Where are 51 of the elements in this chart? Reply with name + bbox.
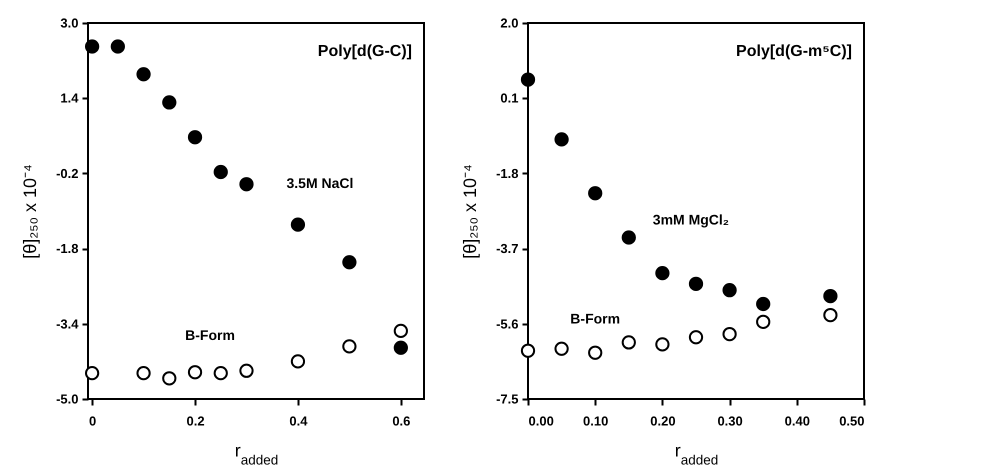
point: [188, 130, 202, 144]
point: [162, 95, 176, 110]
point: [239, 364, 254, 378]
series-label: B-Form: [185, 327, 235, 344]
x-tick-label: 0.4: [289, 414, 308, 428]
point: [342, 255, 357, 270]
x-tick-label: 0: [89, 414, 96, 428]
y-tick-label: 0.1: [500, 90, 518, 106]
y-tick-label: -1.8: [496, 166, 518, 181]
point: [214, 366, 228, 380]
point: [84, 366, 100, 380]
point: [342, 339, 357, 354]
point: [136, 67, 151, 82]
text: 3.5M NaCl: [286, 175, 354, 192]
x-tick-label: 0.40: [784, 414, 810, 428]
y-tick-label: -5.6: [496, 316, 518, 332]
y-tick-label: -0.2: [56, 166, 78, 181]
point: [290, 354, 306, 369]
y-tick-label: -7.5: [496, 392, 518, 406]
y-tick-label: -1.8: [56, 241, 78, 256]
point: [394, 324, 408, 338]
point: [84, 39, 100, 54]
y-tick-label: -5.0: [56, 392, 78, 406]
x-axis-title: r$_{added}$: [674, 440, 718, 467]
x-tick-label: 0.2: [186, 414, 205, 428]
point: [162, 371, 176, 386]
y-axis-title: [θ]₂₅₀ x 10⁻⁴: [460, 164, 480, 259]
point: [394, 340, 408, 355]
annotation: Poly[d(G-m⁵C)]: [736, 43, 852, 60]
y-axis-title: [θ]₂₅₀ x 10⁻⁴: [20, 164, 40, 259]
series-label: 3mM MgCl₂: [652, 212, 730, 228]
point: [290, 218, 306, 232]
y-tick-label: 2.0: [500, 16, 518, 30]
y-tick-label: -3.7: [496, 241, 518, 256]
y-tick-label: -3.4: [56, 316, 80, 332]
x-axis-title: r$_{added}$: [234, 440, 278, 467]
x-tick-label: 0.6: [392, 414, 410, 428]
point: [239, 177, 254, 192]
y-tick-label: 3.0: [60, 16, 78, 30]
point: [110, 39, 125, 54]
point: [214, 164, 228, 180]
x-tick-label: 0.00: [528, 414, 554, 428]
point: [136, 366, 151, 380]
annotation: Poly[d(G-C)]: [318, 43, 412, 60]
x-tick-label: 0.20: [650, 414, 676, 428]
x-tick-label: 0.50: [839, 414, 864, 428]
series-label: B-Form: [570, 310, 620, 327]
point: [188, 365, 202, 380]
y-tick-label: 1.4: [60, 90, 80, 106]
x-tick-label: 0.10: [583, 414, 608, 428]
x-tick-label: 0.30: [717, 414, 743, 428]
